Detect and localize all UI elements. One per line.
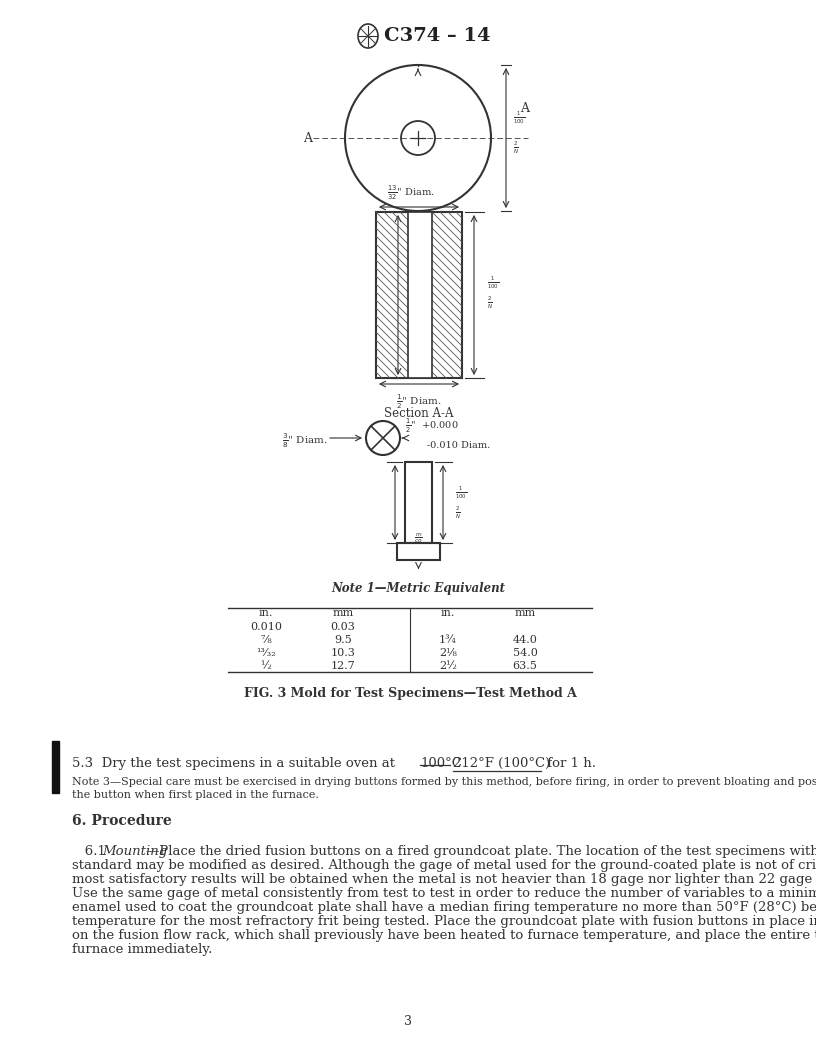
Text: -0.010 Diam.: -0.010 Diam.: [405, 441, 490, 450]
Text: A: A: [521, 101, 530, 114]
Text: mm: mm: [332, 608, 353, 618]
Bar: [376, 212, 462, 378]
Text: on the fusion flow rack, which shall previously have been heated to furnace temp: on the fusion flow rack, which shall pre…: [72, 929, 816, 942]
Text: 54.0: 54.0: [512, 648, 538, 658]
Text: 12.7: 12.7: [330, 661, 356, 671]
Text: $\frac{2}{N}$: $\frac{2}{N}$: [487, 295, 493, 312]
Text: 1¾: 1¾: [439, 635, 457, 645]
Text: ¹³⁄₃₂: ¹³⁄₃₂: [256, 648, 276, 658]
Text: Section A-A: Section A-A: [384, 407, 454, 420]
Text: 10.3: 10.3: [330, 648, 356, 658]
Text: A: A: [304, 132, 313, 145]
Text: 9.5: 9.5: [334, 635, 352, 645]
Text: 6.1: 6.1: [72, 845, 114, 857]
Text: 3: 3: [404, 1015, 412, 1027]
Text: $\frac{13}{32}$" Diam.: $\frac{13}{32}$" Diam.: [387, 184, 435, 202]
Text: $\frac{m}{co}$: $\frac{m}{co}$: [414, 531, 423, 545]
Text: mm: mm: [514, 608, 535, 618]
Text: FIG. 3 Mold for Test Specimens—Test Method A: FIG. 3 Mold for Test Specimens—Test Meth…: [243, 687, 576, 700]
Text: in.: in.: [441, 608, 455, 618]
Text: C374 – 14: C374 – 14: [384, 27, 490, 45]
Text: $\frac{3}{8}$" Diam.: $\frac{3}{8}$" Diam.: [282, 432, 328, 450]
Text: ½: ½: [260, 661, 272, 671]
Bar: [397, 543, 440, 560]
Text: enamel used to coat the groundcoat plate shall have a median firing temperature : enamel used to coat the groundcoat plate…: [72, 901, 816, 914]
Text: 0.03: 0.03: [330, 622, 356, 631]
Bar: [408, 212, 432, 378]
Text: 0.010: 0.010: [250, 622, 282, 631]
Text: 5.3  Dry the test specimens in a suitable oven at: 5.3 Dry the test specimens in a suitable…: [72, 757, 399, 770]
Text: 212°F (100°C): 212°F (100°C): [453, 757, 550, 770]
Text: 2⅛: 2⅛: [439, 648, 457, 658]
Text: in.: in.: [259, 608, 273, 618]
Text: $\frac{2}{N}$: $\frac{2}{N}$: [513, 139, 519, 156]
Text: furnace immediately.: furnace immediately.: [72, 943, 212, 956]
Text: $\frac{1}{2}$" Diam.: $\frac{1}{2}$" Diam.: [396, 393, 442, 412]
Text: $\frac{1}{100}$: $\frac{1}{100}$: [513, 110, 526, 126]
Text: the button when first placed in the furnace.: the button when first placed in the furn…: [72, 790, 319, 800]
Text: —Place the dried fusion buttons on a fired groundcoat plate. The location of the: —Place the dried fusion buttons on a fir…: [146, 845, 816, 857]
Text: 2½: 2½: [439, 661, 457, 671]
Text: ⅞: ⅞: [260, 635, 272, 645]
Text: Note 3—Special care must be exercised in drying buttons formed by this method, b: Note 3—Special care must be exercised in…: [72, 777, 816, 787]
Text: Use the same gage of metal consistently from test to test in order to reduce the: Use the same gage of metal consistently …: [72, 887, 816, 900]
Text: 6. Procedure: 6. Procedure: [72, 814, 171, 828]
Text: 44.0: 44.0: [512, 635, 538, 645]
Text: for 1 h.: for 1 h.: [543, 757, 596, 770]
Bar: [52, 741, 59, 793]
Text: temperature for the most refractory frit being tested. Place the groundcoat plat: temperature for the most refractory frit…: [72, 914, 816, 928]
Text: Mounting: Mounting: [102, 845, 167, 857]
Text: standard may be modified as desired. Although the gage of metal used for the gro: standard may be modified as desired. Alt…: [72, 859, 816, 872]
Bar: [405, 463, 432, 543]
Text: $\frac{1}{100}$: $\frac{1}{100}$: [455, 485, 468, 501]
Text: most satisfactory results will be obtained when the metal is not heavier than 18: most satisfactory results will be obtain…: [72, 873, 816, 886]
Text: Note 1—Metric Equivalent: Note 1—Metric Equivalent: [331, 582, 505, 595]
Text: $\frac{2}{N}$: $\frac{2}{N}$: [455, 505, 461, 521]
Text: $\frac{1}{2}$"  +0.000: $\frac{1}{2}$" +0.000: [405, 417, 459, 435]
Text: $\frac{1}{100}$: $\frac{1}{100}$: [487, 275, 499, 291]
Text: 100°C: 100°C: [420, 757, 462, 770]
Text: 63.5: 63.5: [512, 661, 538, 671]
